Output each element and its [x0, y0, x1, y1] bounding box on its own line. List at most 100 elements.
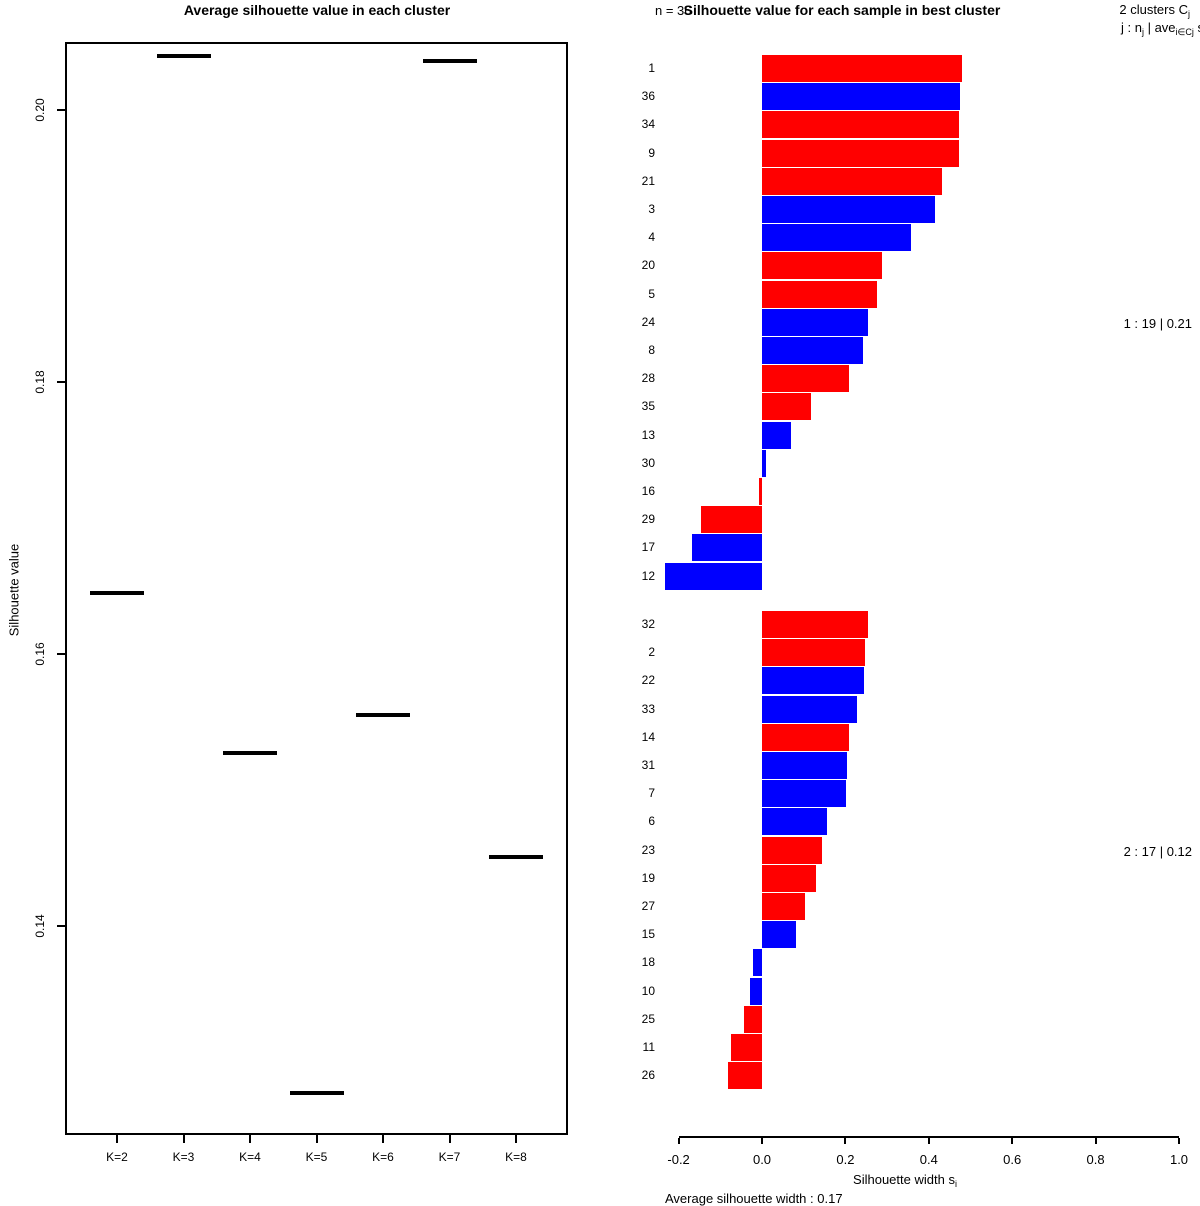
silhouette-bar-sample-11	[731, 1034, 762, 1061]
sample-id-label: 27	[641, 899, 655, 913]
right-chart-title: Silhouette value for each sample in best…	[683, 2, 1001, 18]
subscript-text: j	[1188, 9, 1190, 19]
silhouette-bar-sample-28	[762, 365, 850, 393]
x-axis-tick	[448, 1135, 451, 1143]
silhouette-bar-sample-26	[727, 1062, 762, 1090]
x-axis-tick-label: K=3	[172, 1150, 195, 1164]
x-axis-tick	[249, 1135, 251, 1143]
x-axis-tick-label: 1.0	[1169, 1152, 1189, 1167]
x-axis-tick-label: K=2	[106, 1150, 128, 1164]
avg-silhouette-chart: Average silhouette value in each cluster…	[0, 0, 600, 1200]
x-axis-tick	[182, 1135, 185, 1143]
sample-id-label: 28	[641, 371, 655, 386]
silhouette-bar-sample-10	[750, 977, 762, 1005]
sample-id-label: 7	[648, 786, 655, 801]
avg-silhouette-segment	[223, 751, 277, 756]
sample-id-label: 1	[648, 61, 655, 75]
silhouette-bar-sample-30	[762, 449, 766, 477]
x-axis-line	[678, 1136, 1179, 1138]
sample-id-label: 15	[641, 927, 655, 942]
sample-id-label: 4	[648, 230, 655, 245]
label-text: Silhouette width s	[853, 1172, 955, 1187]
y-axis-tick-label: 0.14	[33, 914, 47, 938]
x-axis-tick	[761, 1138, 763, 1144]
silhouette-bar-sample-24	[762, 308, 868, 336]
silhouette-bar-sample-34	[762, 111, 960, 139]
x-axis-tick-label: 0.6	[1003, 1152, 1022, 1167]
sample-id-label: 32	[641, 617, 655, 631]
avg-silhouette-segment	[156, 53, 211, 58]
x-axis-tick	[515, 1135, 517, 1143]
left-chart-title: Average silhouette value in each cluster	[183, 2, 451, 18]
sample-id-label: 19	[641, 870, 655, 885]
y-axis-tick	[57, 925, 65, 927]
x-axis-tick-label: 0.2	[836, 1152, 855, 1167]
silhouette-bar-sample-32	[762, 611, 868, 638]
sample-id-label: 21	[641, 173, 655, 188]
avg-silhouette-segment	[489, 854, 543, 859]
x-axis-tick-label: K=8	[505, 1150, 527, 1164]
sample-id-label: 5	[648, 286, 655, 301]
silhouette-bar-sample-15	[762, 921, 796, 949]
sample-id-label: 3	[648, 202, 655, 216]
silhouette-bar-sample-31	[762, 752, 847, 779]
y-axis-tick	[57, 109, 65, 111]
avg-width-subtitle: Average silhouette width : 0.17	[665, 1191, 843, 1206]
x-axis-tick-label: K=6	[372, 1150, 394, 1164]
silhouette-bar-sample-22	[762, 667, 865, 695]
silhouette-bar-sample-7	[762, 780, 846, 808]
subscript-text: i	[954, 1179, 957, 1189]
sample-id-label: 16	[641, 484, 655, 498]
x-axis-tick	[1094, 1138, 1097, 1144]
sample-id-label: 9	[648, 145, 655, 160]
label-text: j : n	[1121, 20, 1142, 35]
x-axis-tick-label: 0.8	[1086, 1152, 1105, 1167]
y-axis-tick-label: 0.20	[33, 98, 47, 122]
sample-count-label: n = 36	[655, 3, 692, 18]
silhouette-sample-chart: Silhouette value for each sample in best…	[600, 0, 1200, 1206]
sample-id-label: 29	[641, 512, 655, 527]
silhouette-bar-sample-25	[744, 1005, 762, 1033]
avg-silhouette-segment	[289, 1091, 344, 1096]
sample-id-label: 36	[641, 89, 655, 104]
sample-id-label: 17	[641, 540, 655, 555]
sample-id-label: 14	[641, 729, 655, 744]
sample-id-label: 33	[641, 701, 655, 716]
sample-id-label: 22	[641, 673, 655, 688]
legend-cluster-formula: j : nj | avei∈Cj si	[1121, 20, 1200, 38]
x-axis-tick-label: K=5	[305, 1150, 328, 1164]
sample-id-label: 30	[641, 455, 655, 470]
silhouette-bar-sample-14	[762, 723, 850, 751]
x-axis-tick-label: 0.4	[919, 1152, 938, 1167]
sample-id-label: 2	[648, 645, 655, 660]
silhouette-bar-sample-9	[762, 139, 959, 167]
silhouette-bar-sample-8	[762, 337, 863, 364]
silhouette-bar-sample-12	[664, 562, 762, 590]
x-axis-tick	[1011, 1138, 1014, 1144]
x-axis-tick	[927, 1138, 930, 1144]
avg-silhouette-segment	[356, 713, 410, 718]
silhouette-bar-sample-20	[762, 252, 882, 280]
sample-id-label: 8	[648, 343, 655, 357]
sample-id-label: 13	[641, 427, 655, 442]
sample-id-label: 12	[641, 568, 655, 583]
sample-id-label: 20	[641, 258, 655, 273]
avg-silhouette-segment	[422, 59, 477, 64]
label-text: | ave	[1143, 20, 1176, 35]
x-axis-tick-label: -0.2	[667, 1152, 690, 1167]
x-axis-tick	[315, 1135, 318, 1143]
silhouette-bar-sample-5	[762, 280, 877, 308]
y-axis-tick	[57, 381, 65, 383]
sample-id-label: 26	[641, 1068, 655, 1083]
silhouette-bar-sample-21	[762, 167, 942, 195]
sample-id-label: 31	[641, 758, 655, 772]
y-axis-tick	[57, 653, 65, 655]
sample-id-label: 24	[641, 314, 655, 329]
silhouette-bar-sample-18	[753, 949, 762, 977]
sample-id-label: 34	[641, 117, 655, 132]
x-axis-tick	[1178, 1138, 1180, 1144]
sample-id-label: 18	[641, 955, 655, 970]
x-axis-tick	[677, 1138, 680, 1144]
x-axis-tick-label: K=7	[438, 1150, 461, 1164]
